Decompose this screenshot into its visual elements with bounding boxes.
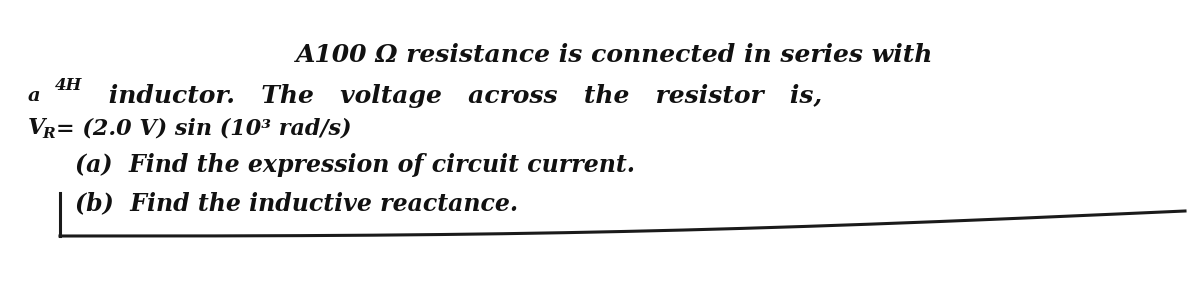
Text: a: a (28, 87, 41, 105)
Text: (b)  Find the inductive reactance.: (b) Find the inductive reactance. (74, 191, 518, 215)
Text: R: R (42, 127, 55, 141)
Text: = (2.0 V) sin (10³ rad/s): = (2.0 V) sin (10³ rad/s) (56, 117, 352, 139)
Text: (a)  Find the expression of circuit current.: (a) Find the expression of circuit curre… (74, 153, 635, 177)
Text: V: V (28, 117, 46, 139)
Text: inductor.   The   voltage   across   the   resistor   is,: inductor. The voltage across the resisto… (100, 84, 822, 108)
Text: A100 Ω resistance is connected in series with: A100 Ω resistance is connected in series… (296, 43, 934, 67)
Text: 4H: 4H (55, 76, 83, 94)
